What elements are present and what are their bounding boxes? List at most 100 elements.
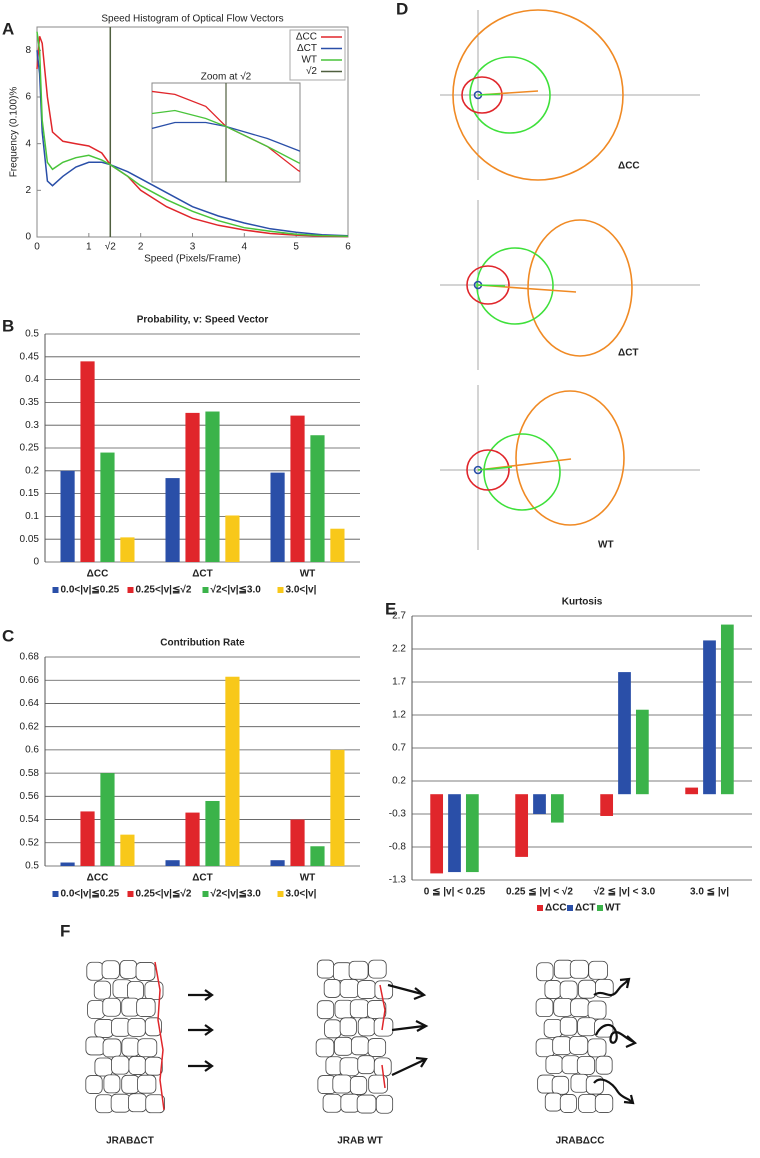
vector <box>477 284 506 287</box>
legend-label: 0.0<|v|≦0.25 <box>61 889 120 900</box>
bar <box>205 411 220 562</box>
cell <box>544 980 562 999</box>
cell <box>578 1094 598 1113</box>
legend-swatch <box>127 891 134 897</box>
ellipse <box>466 449 510 491</box>
cell-illustrations <box>85 959 614 1114</box>
y-tick-label: 0.58 <box>20 768 40 779</box>
y-tick-label: -0.3 <box>389 809 407 820</box>
cell <box>339 1057 360 1077</box>
bar <box>60 470 75 562</box>
legend-label: ΔCT <box>297 43 317 54</box>
arrow <box>188 1024 214 1036</box>
cell <box>137 1038 158 1058</box>
x-tick-label: ΔCC <box>87 873 109 884</box>
y-tick-label: 0.62 <box>20 721 40 732</box>
arrow <box>391 1056 428 1076</box>
ellipse <box>483 433 561 511</box>
cell <box>552 1036 572 1056</box>
cell <box>569 959 589 979</box>
arrows <box>188 977 638 1105</box>
y-tick-label: 0 <box>25 232 31 243</box>
y-tick-label: 0.5 <box>25 861 39 872</box>
cell <box>315 1038 335 1058</box>
ellipse <box>476 247 554 325</box>
bar <box>80 811 95 866</box>
bar <box>60 862 75 866</box>
cell <box>594 1094 614 1113</box>
bar <box>465 794 479 873</box>
cell <box>102 1038 122 1058</box>
bar <box>330 528 345 562</box>
vector <box>477 466 513 471</box>
ellipse <box>452 9 624 181</box>
cell <box>95 1094 114 1114</box>
x-tick-label: ΔCT <box>192 873 213 884</box>
cell <box>543 1019 563 1038</box>
polar-plot <box>440 200 700 370</box>
arrow <box>188 1060 214 1072</box>
diagram-label: WT <box>598 540 614 551</box>
bar <box>205 800 220 866</box>
cell <box>577 1017 597 1037</box>
legend-swatch <box>202 587 209 593</box>
y-tick-label: 0.3 <box>25 420 39 431</box>
y-tick-label: 0.52 <box>20 837 40 848</box>
legend-label: ΔCT <box>575 903 596 914</box>
bar <box>600 794 614 816</box>
inset-title: Zoom at √2 <box>201 71 252 83</box>
cell-sheet <box>535 959 614 1113</box>
y-axis-label: Frequency (0.100)% <box>9 87 20 178</box>
y-tick-label: 0.54 <box>20 814 40 825</box>
bar <box>165 478 180 562</box>
y-tick-label: 8 <box>25 45 31 56</box>
ellipse <box>466 265 510 305</box>
cell <box>576 1056 596 1075</box>
x-tick-label: 4 <box>242 242 248 253</box>
y-tick-label: 2 <box>25 185 31 196</box>
cell <box>322 1093 342 1113</box>
cell <box>323 979 341 998</box>
y-tick-label: 0.68 <box>20 652 40 663</box>
cell <box>128 1093 147 1113</box>
cell <box>127 1017 146 1037</box>
x-axis-label: Speed (Pixels/Frame) <box>144 254 241 265</box>
legend-swatch <box>537 905 543 911</box>
cell <box>93 980 111 1000</box>
cell <box>536 962 554 982</box>
x-tick-label: √2 <box>105 241 116 253</box>
y-tick-label: 0.4 <box>25 374 39 385</box>
arrow <box>593 977 631 997</box>
bar <box>100 452 115 562</box>
legend-label: WT <box>301 55 317 66</box>
cell <box>349 1076 368 1095</box>
bar <box>100 773 115 866</box>
cell <box>94 1019 114 1038</box>
cell <box>545 1055 563 1075</box>
diagram-label: JRAB WT <box>337 1136 383 1147</box>
diagram-label: ΔCC <box>618 161 640 172</box>
legend-swatch <box>52 891 59 897</box>
bar <box>165 860 180 866</box>
x-tick-label: 5 <box>293 242 299 253</box>
cell <box>144 1017 162 1037</box>
y-tick-label: 0.45 <box>20 351 40 362</box>
panel-letter: E <box>385 599 396 618</box>
cell <box>316 1000 335 1020</box>
cell <box>569 1035 589 1055</box>
bar <box>270 860 285 866</box>
x-tick-label: 2 <box>138 242 144 253</box>
diagram-label: JRABΔCC <box>556 1136 605 1147</box>
bar <box>703 640 716 795</box>
cell <box>350 1036 370 1056</box>
bar <box>618 672 631 795</box>
cell <box>570 998 590 1018</box>
bar <box>290 819 305 866</box>
x-tick-label: √2 ≦ |v| < 3.0 <box>594 887 656 898</box>
cell <box>86 961 104 981</box>
bar <box>430 794 444 874</box>
panel-letter: A <box>2 19 14 38</box>
legend-label: 0.0<|v|≦0.25 <box>61 585 120 596</box>
x-tick-label: ΔCT <box>192 569 213 580</box>
